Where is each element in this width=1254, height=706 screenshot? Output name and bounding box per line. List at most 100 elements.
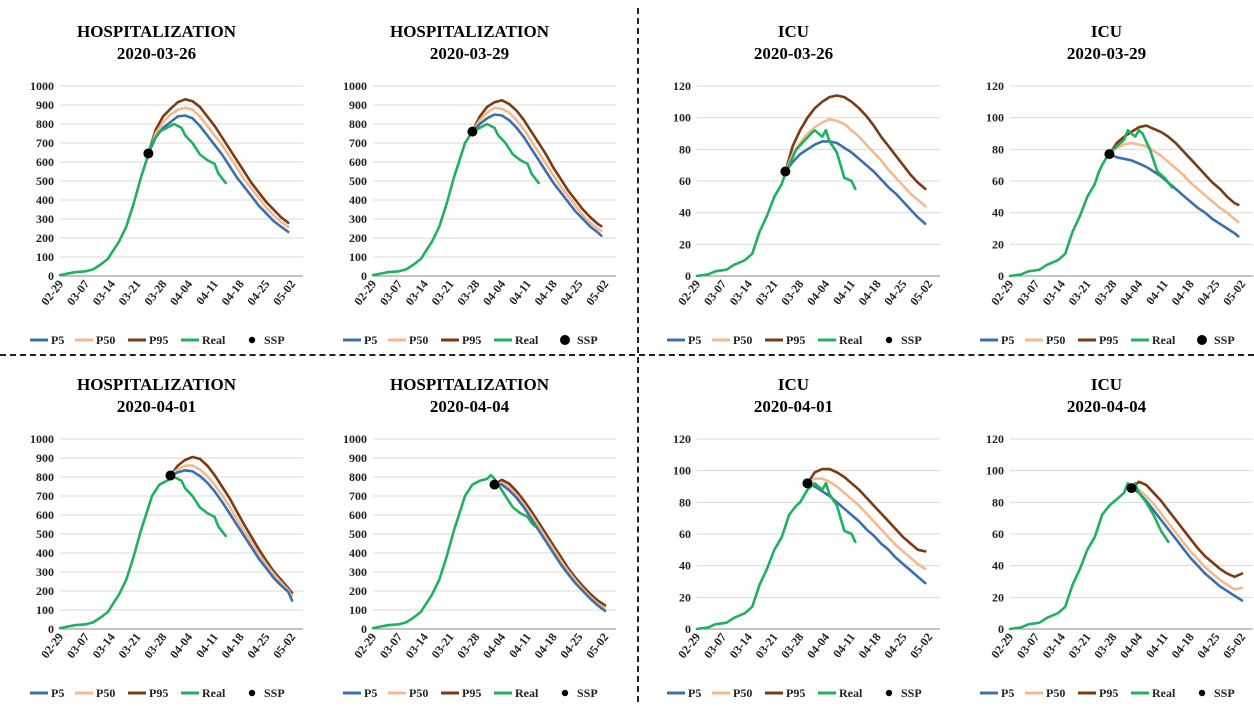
- x-tick-label: 03-21: [752, 277, 780, 308]
- chart-panel-8: ICU 2020-04-04 0 20 40 60 80 100 120 02-29 03-07 03…: [950, 353, 1254, 706]
- y-tick-label: 40: [992, 206, 1004, 220]
- chart-subtitle: 2020-04-01: [753, 397, 834, 416]
- x-tick-label: 04-11: [193, 630, 221, 660]
- y-tick-label: 120: [986, 79, 1004, 93]
- series-p50-line: [493, 481, 607, 610]
- x-tick-label: 05-02: [270, 630, 298, 661]
- x-tick-label: 04-11: [506, 630, 534, 660]
- chart-title: ICU: [1090, 22, 1123, 41]
- x-tick-label: 04-25: [881, 630, 909, 661]
- x-tick-label: 02-29: [988, 277, 1016, 308]
- y-tick-label: 20: [679, 590, 691, 604]
- chart-subtitle: 2020-03-26: [753, 44, 834, 63]
- x-tick-label: 03-21: [428, 630, 456, 661]
- y-tick-label: 600: [349, 508, 367, 522]
- x-tick-label: 04-18: [1169, 277, 1197, 308]
- y-tick-label: 100: [36, 250, 54, 264]
- series-p5-line: [147, 114, 290, 234]
- y-tick-label: 20: [992, 237, 1004, 251]
- line-chart: 0 20 40 60 80 100 120 02-2903-0703-1403-2103-28…: [667, 432, 940, 700]
- x-tick-label: 03-07: [701, 630, 729, 661]
- x-tick-label: 04-11: [1143, 630, 1171, 660]
- x-tick-label: 03-21: [115, 277, 143, 308]
- legend-label: P95: [786, 333, 805, 347]
- y-tick-label: 20: [679, 237, 691, 251]
- y-tick-label: 80: [679, 495, 691, 509]
- y-tick-label: 0: [361, 269, 367, 283]
- series-p50-line: [1108, 141, 1240, 224]
- x-tick-label: 04-18: [219, 277, 247, 308]
- x-tick-label: 04-25: [1194, 630, 1222, 661]
- series-real-line: [1008, 129, 1174, 278]
- legend-label: P5: [688, 686, 701, 700]
- x-tick-label: 03-07: [64, 630, 92, 661]
- chart-title: HOSPITALIZATION: [389, 375, 550, 394]
- x-tick-label: 03-14: [403, 277, 431, 308]
- x-tick-label: 05-02: [583, 277, 611, 308]
- ssp-marker: [143, 148, 154, 159]
- horizontal-divider: [0, 354, 1254, 356]
- legend-label: P95: [149, 686, 168, 700]
- legend-ssp-marker: [885, 689, 893, 697]
- series-p5-line: [1108, 152, 1240, 238]
- x-tick-label: 03-07: [701, 277, 729, 308]
- series-p95-line: [493, 478, 607, 607]
- x-tick-label: 05-02: [1220, 630, 1248, 661]
- y-tick-label: 300: [349, 212, 367, 226]
- chart-panel-4: ICU 2020-03-29 0 20 40 60 80 100 120 02-29 03-07 03…: [950, 0, 1254, 353]
- y-tick-label: 0: [48, 622, 54, 636]
- x-tick-label: 03-21: [428, 277, 456, 308]
- y-tick-label: 40: [992, 559, 1004, 573]
- x-tick-label: 04-11: [1143, 277, 1171, 307]
- x-tick-label: 03-28: [1091, 277, 1119, 308]
- series-p50-line: [784, 118, 927, 208]
- ssp-marker: [1126, 483, 1137, 494]
- y-tick-label: 400: [36, 193, 54, 207]
- chart-title: HOSPITALIZATION: [76, 22, 237, 41]
- y-tick-label: 1000: [343, 432, 367, 446]
- x-tick-label: 04-11: [193, 277, 221, 307]
- x-tick-label: 02-29: [38, 277, 66, 308]
- x-tick-label: 04-18: [856, 630, 884, 661]
- legend-label: P50: [96, 686, 115, 700]
- legend-ssp-marker: [1198, 689, 1206, 697]
- legend-label: Real: [202, 333, 226, 347]
- y-tick-label: 80: [992, 142, 1004, 156]
- y-tick-label: 900: [349, 451, 367, 465]
- x-tick-label: 03-21: [1065, 630, 1093, 661]
- legend-label: P95: [149, 333, 168, 347]
- y-tick-label: 700: [36, 136, 54, 150]
- y-tick-label: 900: [349, 98, 367, 112]
- x-tick-label: 04-18: [856, 277, 884, 308]
- y-tick-label: 400: [349, 546, 367, 560]
- legend-label: P50: [409, 333, 428, 347]
- y-tick-label: 120: [986, 432, 1004, 446]
- series-p5-line: [1130, 486, 1244, 602]
- series-p5-line: [784, 140, 927, 226]
- y-tick-label: 0: [48, 269, 54, 283]
- series-p95-line: [169, 455, 294, 595]
- y-tick-label: 200: [36, 231, 54, 245]
- x-tick-label: 05-02: [1220, 277, 1248, 308]
- legend-label: P95: [462, 686, 481, 700]
- legend-label: P95: [786, 686, 805, 700]
- legend-label: P5: [364, 333, 377, 347]
- y-tick-label: 300: [349, 565, 367, 579]
- legend-label: P50: [733, 333, 752, 347]
- legend-ssp-marker: [561, 689, 569, 697]
- y-tick-label: 0: [361, 622, 367, 636]
- y-tick-label: 800: [36, 470, 54, 484]
- legend-label: SSP: [1214, 686, 1235, 700]
- x-tick-label: 04-18: [219, 630, 247, 661]
- y-tick-label: 0: [685, 269, 691, 283]
- y-tick-label: 120: [673, 79, 691, 93]
- legend-label: SSP: [577, 686, 598, 700]
- legend-label: SSP: [901, 333, 922, 347]
- x-tick-label: 02-29: [988, 630, 1016, 661]
- series-p95-line: [806, 467, 927, 553]
- x-tick-label: 03-07: [1014, 630, 1042, 661]
- x-tick-label: 04-04: [480, 630, 508, 661]
- series-real-line: [58, 122, 227, 277]
- chart-subtitle: 2020-03-26: [116, 44, 197, 63]
- x-tick-label: 04-04: [480, 277, 508, 308]
